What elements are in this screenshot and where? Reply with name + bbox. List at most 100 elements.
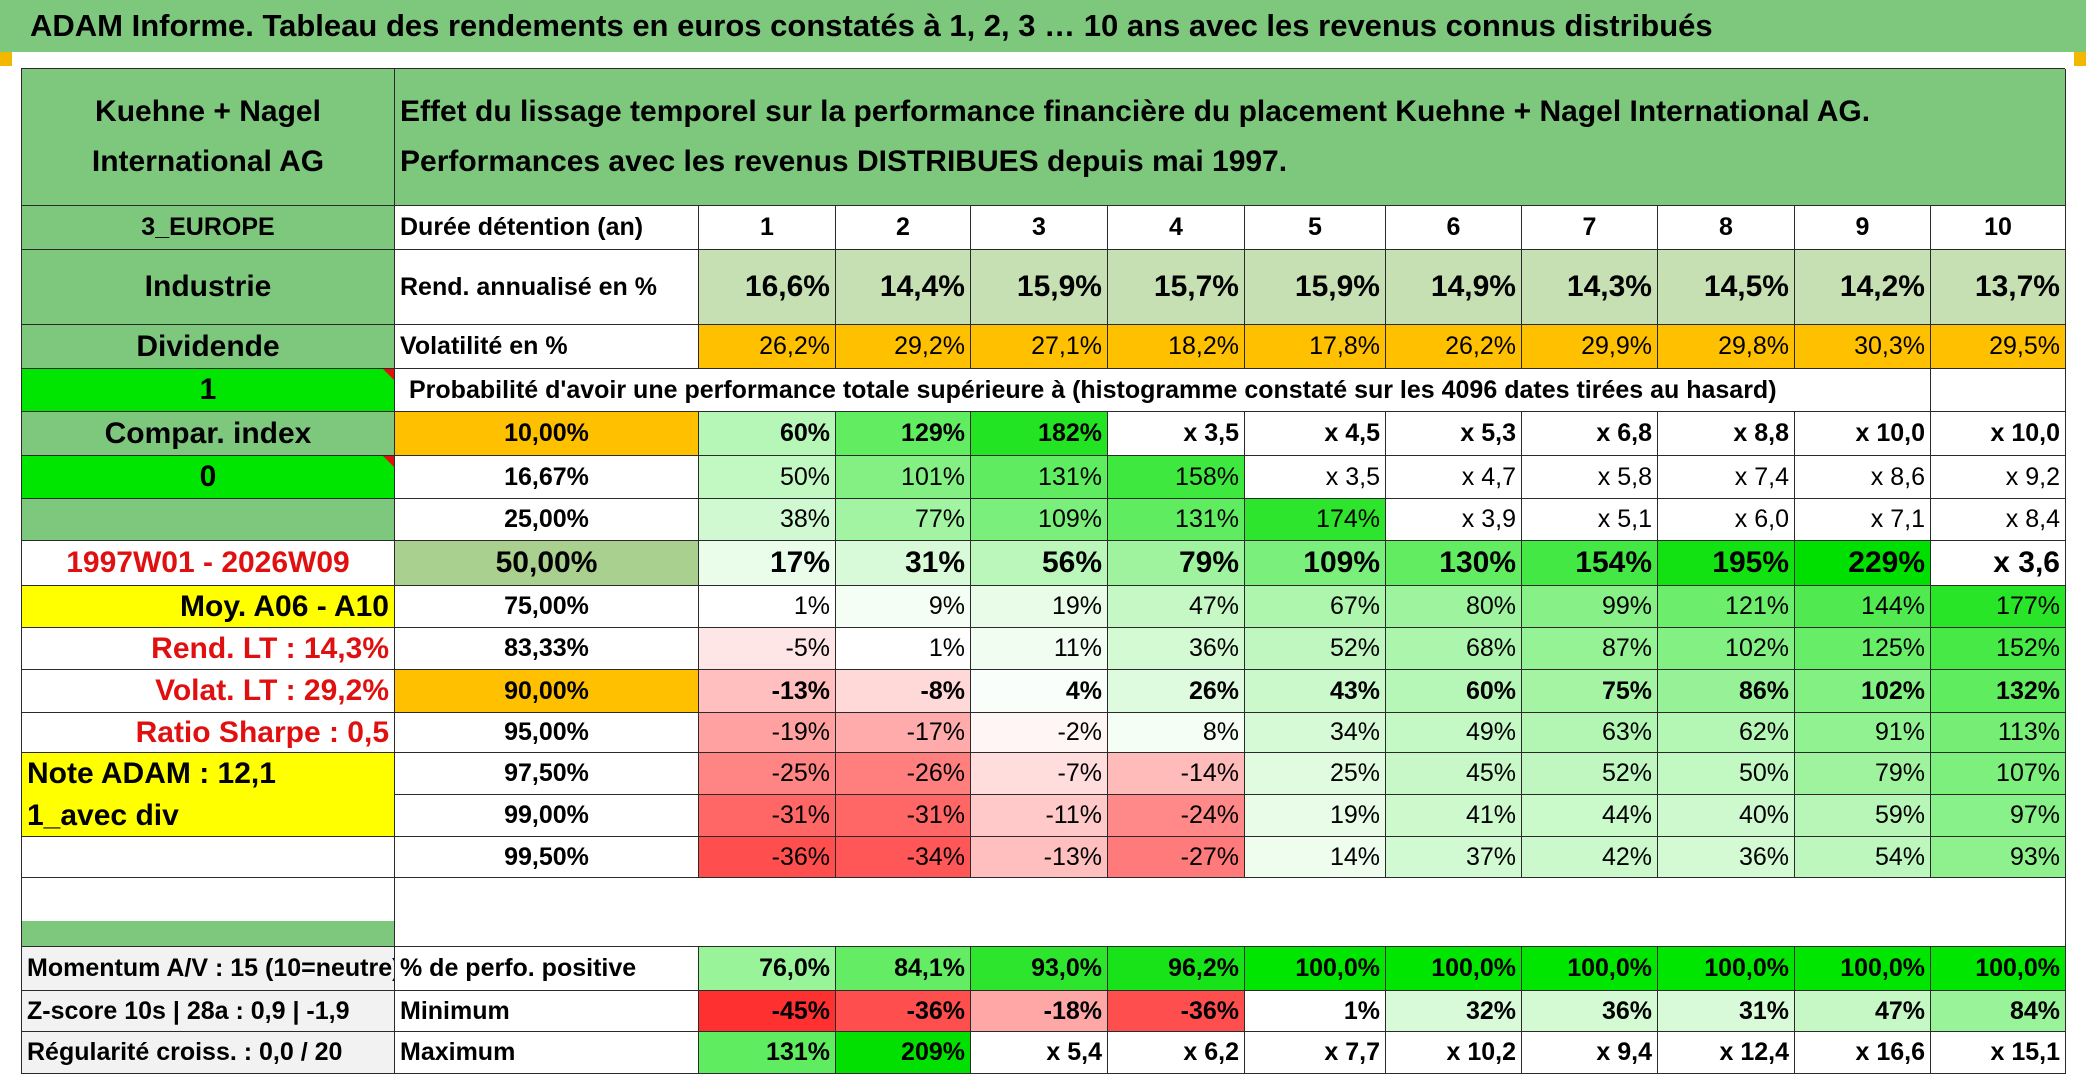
table-cell: 68%: [1386, 628, 1522, 670]
table-cell: 34%: [1245, 713, 1386, 753]
table-cell: 144%: [1795, 586, 1931, 628]
pos-value: 100,0%: [1658, 947, 1795, 991]
table-cell: 67%: [1245, 586, 1386, 628]
avec-div-label: 1_avec div: [22, 795, 395, 837]
table-cell: 41%: [1386, 795, 1522, 837]
max-value: 209%: [836, 1032, 971, 1074]
rend-value: 15,7%: [1108, 250, 1245, 325]
pos-value: 100,0%: [1386, 947, 1522, 991]
max-value: x 15,1: [1931, 1032, 2066, 1074]
vol-value: 17,8%: [1245, 325, 1386, 369]
table-cell: -26%: [836, 753, 971, 795]
min-value: -45%: [699, 991, 836, 1032]
spacer-green-bar: [22, 921, 395, 947]
table-cell: 25%: [1245, 753, 1386, 795]
table-cell: 131%: [971, 456, 1108, 499]
year-header: 1: [699, 206, 836, 250]
table-cell: 8%: [1108, 713, 1245, 753]
vol-value: 29,8%: [1658, 325, 1795, 369]
table-cell: -27%: [1108, 837, 1245, 878]
table-cell: -14%: [1108, 753, 1245, 795]
year-header: 6: [1386, 206, 1522, 250]
empty-green-cell: [22, 499, 395, 541]
max-value: x 9,4: [1522, 1032, 1658, 1074]
table-cell: 101%: [836, 456, 971, 499]
table-cell: 19%: [1245, 795, 1386, 837]
table-cell: -2%: [971, 713, 1108, 753]
rend-lt-label: Rend. LT : 14,3%: [22, 628, 395, 670]
table-cell: 177%: [1931, 586, 2066, 628]
table-cell: 11%: [971, 628, 1108, 670]
table-cell: 36%: [1108, 628, 1245, 670]
table-cell: -5%: [699, 628, 836, 670]
min-value: 47%: [1795, 991, 1931, 1032]
table-cell: 26%: [1108, 670, 1245, 713]
min-value: 84%: [1931, 991, 2066, 1032]
table-cell: x 7,1: [1795, 499, 1931, 541]
table-cell: x 4,5: [1245, 412, 1386, 456]
quantile-label: 75,00%: [395, 586, 699, 628]
sector-label: Industrie: [22, 250, 395, 325]
table-cell: 14%: [1245, 837, 1386, 878]
table-cell: 45%: [1386, 753, 1522, 795]
quantile-label: 50,00%: [395, 541, 699, 586]
pos-value: 100,0%: [1931, 947, 2066, 991]
table-cell: x 5,3: [1386, 412, 1522, 456]
vol-value: 29,9%: [1522, 325, 1658, 369]
table-cell: 131%: [1108, 499, 1245, 541]
table-cell: 44%: [1522, 795, 1658, 837]
table-cell: -36%: [699, 837, 836, 878]
table-cell: 4%: [971, 670, 1108, 713]
table-cell: 52%: [1522, 753, 1658, 795]
max-value: x 6,2: [1108, 1032, 1245, 1074]
table-cell: 38%: [699, 499, 836, 541]
max-value: x 10,2: [1386, 1032, 1522, 1074]
table-cell: -17%: [836, 713, 971, 753]
min-value: 31%: [1658, 991, 1795, 1032]
rend-value: 14,4%: [836, 250, 971, 325]
table-cell: x 5,8: [1522, 456, 1658, 499]
table-cell: x 8,8: [1658, 412, 1795, 456]
max-value: 131%: [699, 1032, 836, 1074]
rend-label: Rend. annualisé en %: [395, 250, 699, 325]
compar-index-label: Compar. index: [22, 412, 395, 456]
performance-table: Kuehne + Nagel International AG 3_EUROPE I…: [21, 68, 2066, 1074]
table-cell: 37%: [1386, 837, 1522, 878]
table-cell: x 3,6: [1931, 541, 2066, 586]
min-value: 1%: [1245, 991, 1386, 1032]
table-cell: 229%: [1795, 541, 1931, 586]
min-value: -36%: [836, 991, 971, 1032]
empty-cell: [1931, 369, 2066, 412]
table-cell: 109%: [1245, 541, 1386, 586]
spacer-cell: [22, 878, 395, 921]
max-value: x 12,4: [1658, 1032, 1795, 1074]
table-cell: 79%: [1108, 541, 1245, 586]
table-cell: 54%: [1795, 837, 1931, 878]
table-cell: 107%: [1931, 753, 2066, 795]
table-cell: 113%: [1931, 713, 2066, 753]
rend-value: 14,2%: [1795, 250, 1931, 325]
pos-value: 100,0%: [1245, 947, 1386, 991]
table-cell: 60%: [699, 412, 836, 456]
table-cell: 121%: [1658, 586, 1795, 628]
table-cell: x 6,8: [1522, 412, 1658, 456]
table-cell: -34%: [836, 837, 971, 878]
table-cell: x 10,0: [1795, 412, 1931, 456]
pos-value: 93,0%: [971, 947, 1108, 991]
table-cell: x 5,1: [1522, 499, 1658, 541]
min-value: 36%: [1522, 991, 1658, 1032]
table-cell: 195%: [1658, 541, 1795, 586]
table-cell: 79%: [1795, 753, 1931, 795]
rend-value: 14,9%: [1386, 250, 1522, 325]
table-cell: 102%: [1658, 628, 1795, 670]
table-cell: 102%: [1795, 670, 1931, 713]
vol-value: 26,2%: [699, 325, 836, 369]
pos-value: 100,0%: [1795, 947, 1931, 991]
table-cell: 17%: [699, 541, 836, 586]
table-cell: 132%: [1931, 670, 2066, 713]
sharpe-label: Ratio Sharpe : 0,5: [22, 713, 395, 753]
min-value: -36%: [1108, 991, 1245, 1032]
table-cell: 174%: [1245, 499, 1386, 541]
table-cell: x 6,0: [1658, 499, 1795, 541]
min-label: Minimum: [395, 991, 699, 1032]
